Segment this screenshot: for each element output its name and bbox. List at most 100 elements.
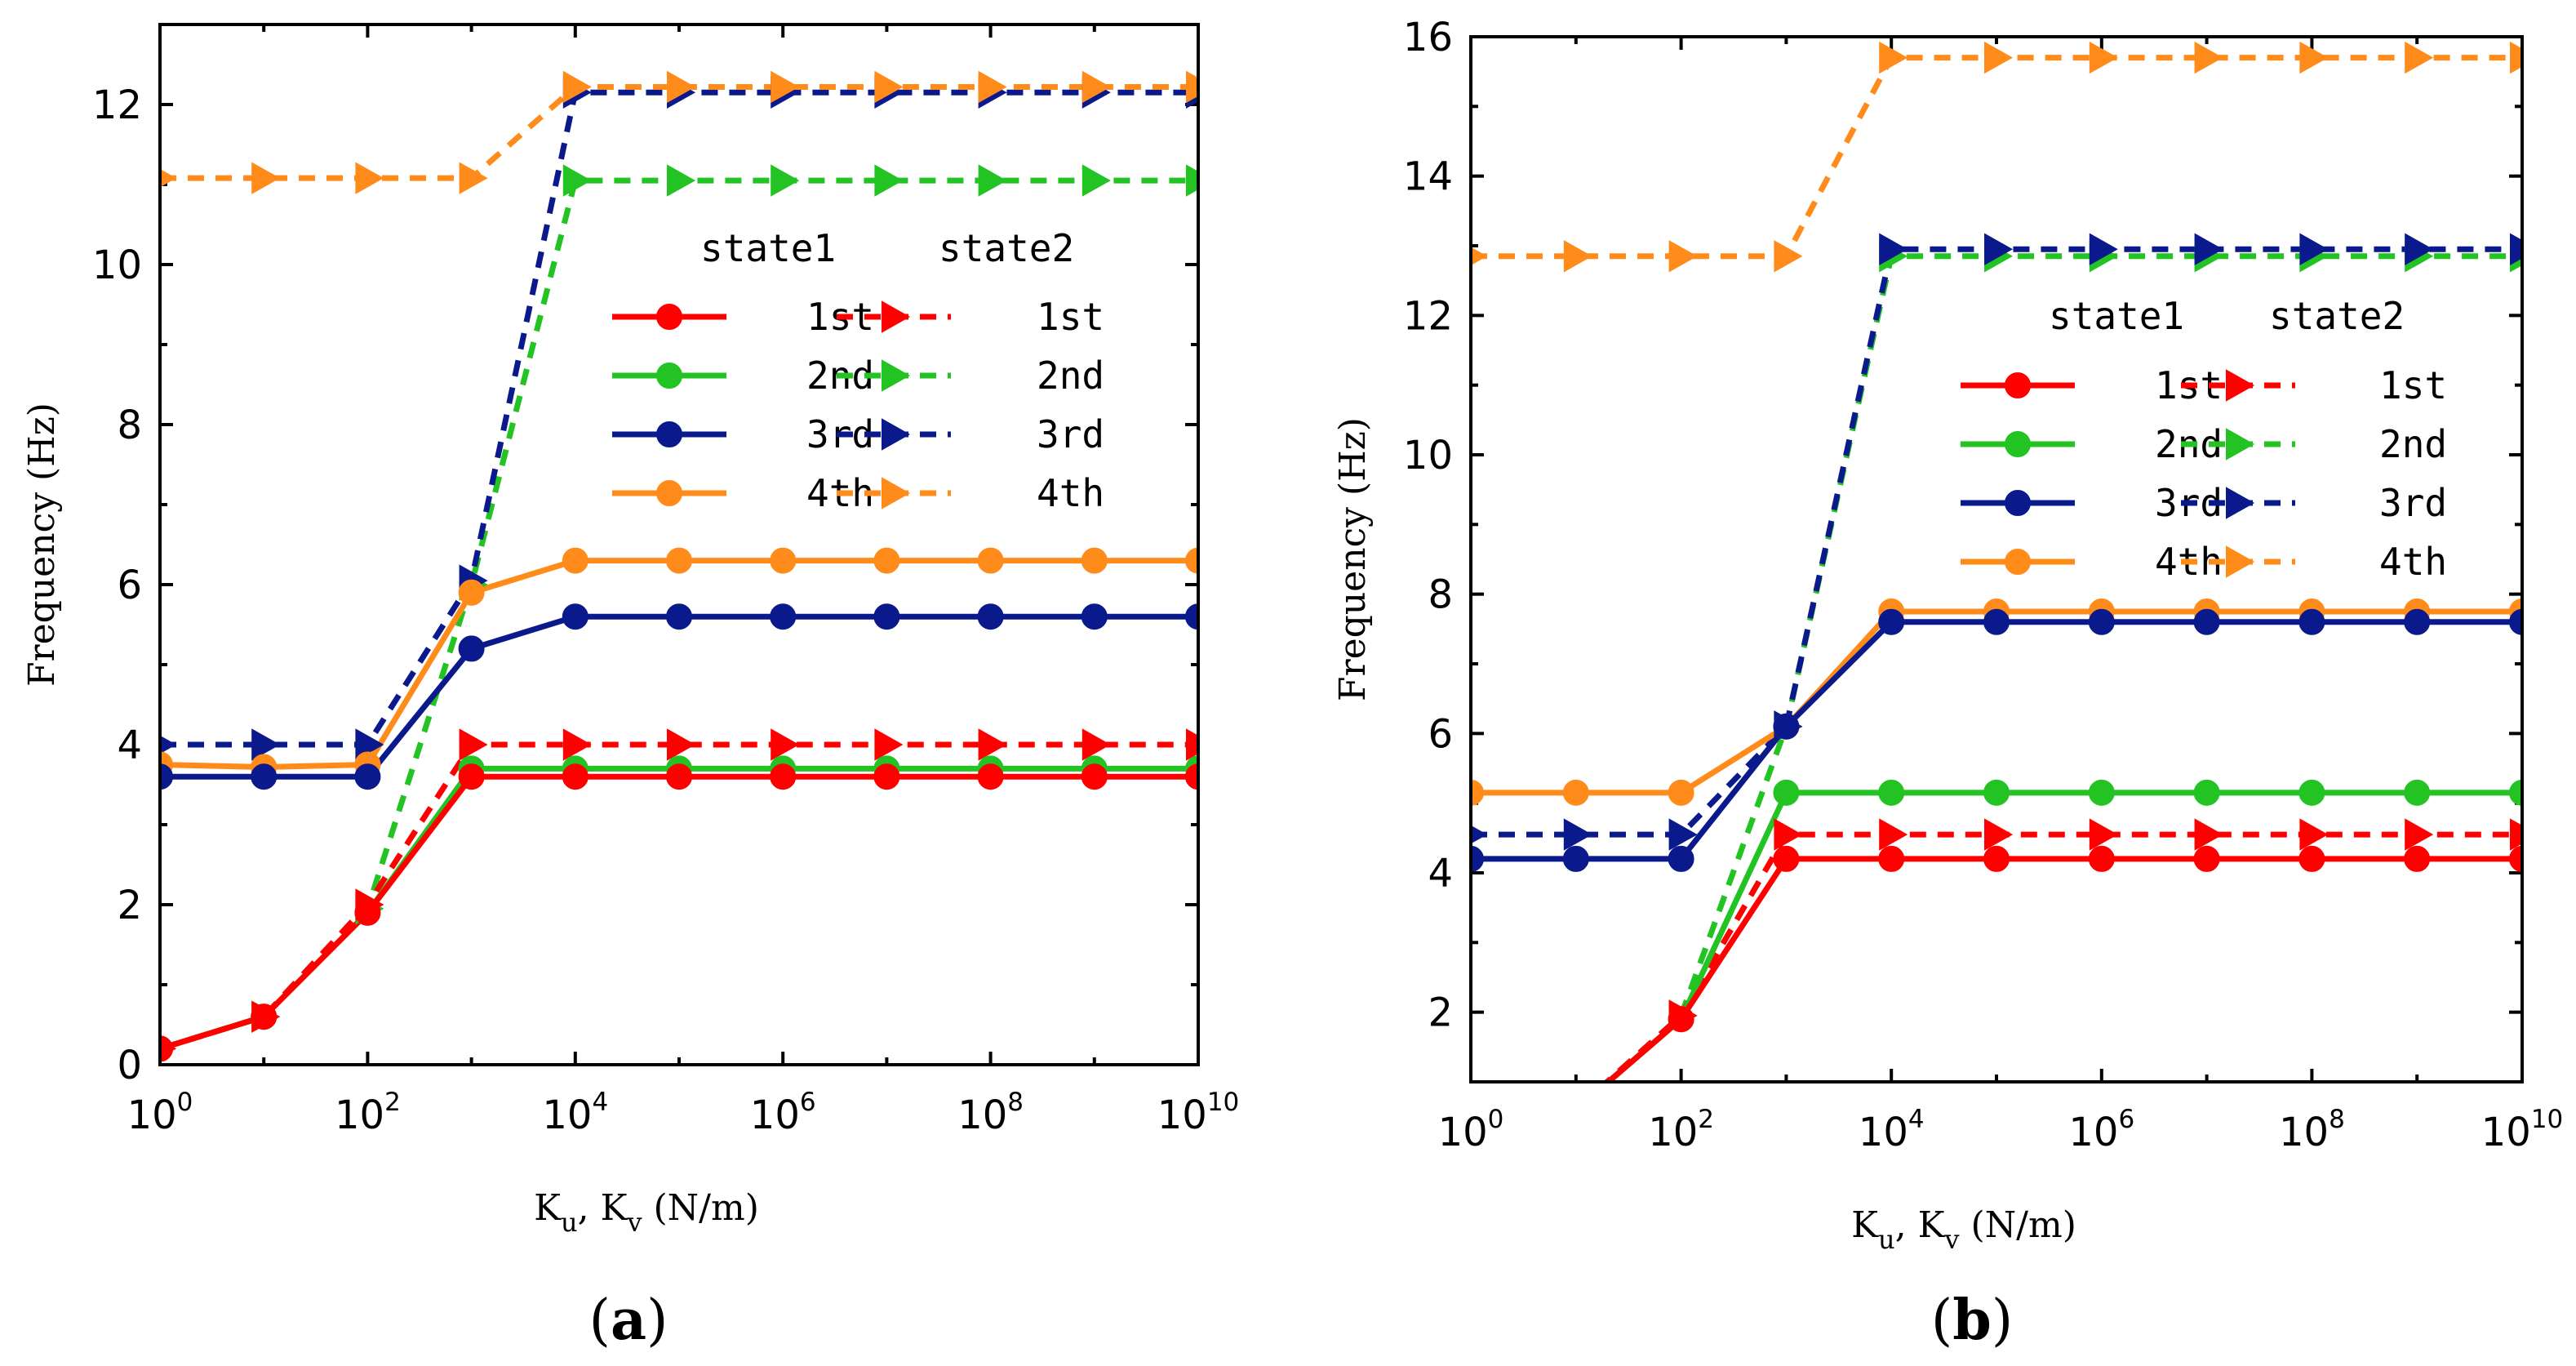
data-point-state2-4th (562, 70, 592, 104)
y-axis-title: Frequency (Hz) (21, 403, 63, 687)
data-point-state1-4th (770, 547, 797, 574)
x-tick-label: 102 (1648, 1105, 1714, 1155)
data-point-state2-4th (2089, 41, 2118, 74)
data-point-state2-1st (874, 728, 904, 761)
data-point-state2-4th (667, 70, 696, 104)
x-tick-label: 106 (2068, 1105, 2134, 1155)
data-point-state2-1st (2510, 818, 2522, 851)
data-point-state2-1st (1879, 818, 1908, 851)
x-tick-exponent: 10 (2531, 1105, 2563, 1134)
data-point-state1-4th (1185, 547, 1198, 574)
data-point-state2-3rd (1668, 818, 1698, 851)
legend-marker-state2-3rd (882, 418, 911, 451)
data-point-state2-4th (1563, 240, 1592, 273)
data-point-state1-3rd (1878, 608, 1905, 635)
data-point-state2-3rd (2194, 233, 2223, 265)
data-point-state2-4th (771, 70, 800, 104)
data-point-state2-4th (1984, 41, 2014, 74)
data-point-state2-4th (251, 162, 281, 194)
data-point-state2-1st (2405, 818, 2434, 851)
x-tick-exponent: 6 (800, 1088, 816, 1117)
series-group (160, 70, 1198, 1062)
data-point-state2-1st (459, 728, 488, 761)
data-point-state2-2nd (874, 164, 904, 197)
data-point-state1-4th (977, 547, 1004, 574)
x-tick-base: 10 (542, 1092, 592, 1138)
x-tick-base: 10 (2068, 1110, 2118, 1155)
x-axis-title-mid: , K (1895, 1204, 1946, 1246)
x-tick-exponent: 2 (384, 1088, 401, 1117)
data-point-state1-2nd (1983, 779, 2010, 806)
legend-label-state2-4th: 4th (1037, 471, 1104, 515)
caption-open: ( (1931, 1288, 1953, 1353)
data-point-state2-1st (978, 728, 1007, 761)
x-tick-label: 104 (1859, 1105, 1925, 1155)
data-point-state1-4th (666, 547, 692, 574)
data-point-state1-1st (2509, 845, 2522, 872)
legend-marker-state2-4th (2226, 545, 2255, 578)
data-point-state1-1st (666, 763, 692, 790)
legend-marker-state1-1st (656, 304, 682, 330)
series-line-state2-1st (160, 741, 1198, 1052)
data-point-state1-2nd (1773, 779, 1800, 806)
x-tick-base: 10 (1438, 1110, 1488, 1155)
data-point-state2-1st (2299, 818, 2329, 851)
data-point-state2-1st (1774, 818, 1803, 851)
legend-marker-state1-3rd (656, 421, 682, 447)
y-tick-label: 8 (117, 403, 142, 448)
x-axis-title-sub-v: v (1943, 1224, 1959, 1255)
data-point-state2-3rd (1563, 818, 1592, 851)
y-tick-label: 6 (1428, 711, 1453, 757)
legend-header-state2: state2 (939, 226, 1074, 270)
panel-caption-a: (a) (588, 1288, 668, 1353)
data-point-state1-2nd (2298, 779, 2325, 806)
x-tick-label: 1010 (2481, 1105, 2564, 1155)
legend-marker-state1-4th (656, 480, 682, 506)
legend-marker-state1-2nd (2005, 431, 2031, 457)
legend-marker-state2-1st (2226, 369, 2255, 402)
data-point-state1-3rd (562, 603, 588, 630)
data-point-state2-1st (562, 728, 592, 761)
x-axis-title-mid: , K (578, 1187, 628, 1229)
x-tick-exponent: 4 (1908, 1105, 1925, 1134)
data-point-state1-2nd (2088, 779, 2115, 806)
series-line-state1-1st (160, 773, 1198, 1052)
x-tick-base: 10 (335, 1092, 384, 1138)
data-point-state1-1st (562, 763, 588, 790)
data-point-state1-3rd (2404, 608, 2431, 635)
data-point-state1-1st (873, 763, 900, 790)
x-tick-base: 10 (1859, 1110, 1908, 1155)
data-point-state1-4th (458, 579, 485, 606)
data-point-state2-2nd (1081, 164, 1111, 197)
plot-frame (1469, 35, 2524, 1083)
data-point-state2-4th (2299, 41, 2329, 74)
legend-label-state2-4th: 4th (2379, 540, 2447, 584)
data-point-state1-1st (2193, 845, 2220, 872)
data-point-state1-1st (770, 763, 797, 790)
legend-marker-state2-1st (882, 300, 911, 333)
data-point-state1-3rd (1471, 845, 1484, 872)
data-point-state1-3rd (770, 603, 797, 630)
data-point-state1-3rd (251, 763, 278, 790)
data-point-state1-1st (1878, 845, 1905, 872)
legend-label-state2-3rd: 3rd (1037, 412, 1104, 456)
data-point-state2-1st (667, 728, 696, 761)
data-point-state2-1st (1186, 728, 1198, 761)
data-point-state1-4th (1562, 779, 1589, 806)
data-point-state2-2nd (1565, 1095, 1591, 1124)
data-point-state2-3rd (1879, 233, 1908, 265)
x-tick-exponent: 8 (1007, 1088, 1024, 1117)
data-point-state2-4th (459, 162, 488, 194)
legend-marker-state2-2nd (882, 359, 911, 392)
x-axis-title-unit: (N/m) (642, 1187, 759, 1229)
data-point-state2-2nd (562, 164, 592, 197)
y-tick-label: 2 (117, 883, 142, 928)
data-point-state1-3rd (1185, 603, 1198, 630)
data-point-state2-3rd (2405, 233, 2434, 265)
x-tick-label: 106 (750, 1088, 816, 1138)
legend-label-state2-2nd: 2nd (2379, 422, 2447, 466)
y-tick-label: 10 (1403, 433, 1453, 478)
series-line-state1-4th (1471, 608, 2522, 796)
data-point-state1-1st (977, 763, 1004, 790)
